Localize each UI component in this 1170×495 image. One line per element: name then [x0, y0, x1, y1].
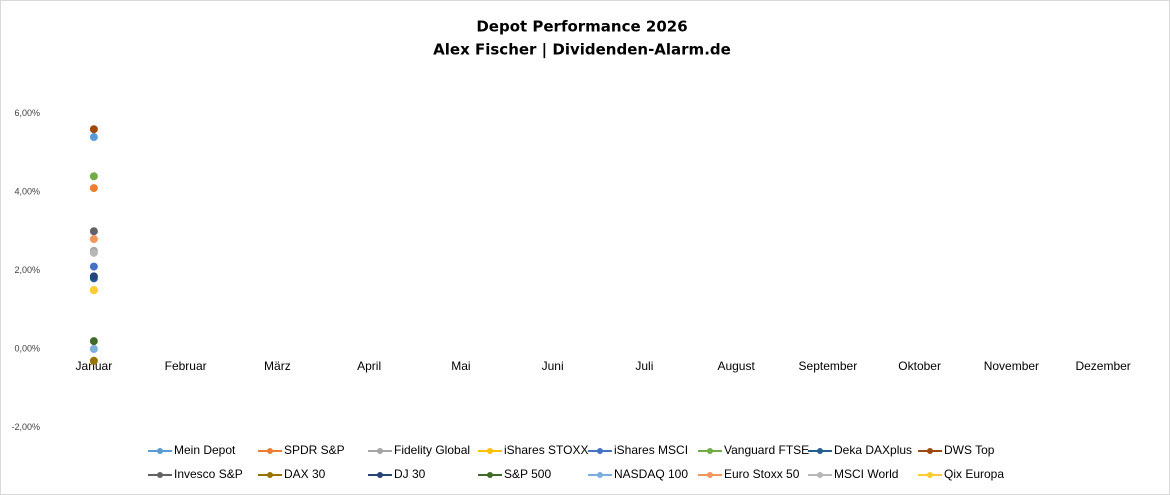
- legend-marker: [597, 448, 603, 454]
- chart-subtitle: Alex Fischer | Dividenden-Alarm.de: [433, 41, 731, 60]
- data-marker: [89, 356, 98, 365]
- legend-marker: [707, 448, 713, 454]
- legend-label: iShares STOXX: [504, 443, 588, 457]
- legend-marker: [817, 472, 823, 478]
- data-marker: [89, 133, 98, 142]
- legend-marker: [927, 472, 933, 478]
- x-tick-label: Oktober: [898, 359, 941, 373]
- x-tick-label: Juli: [635, 359, 653, 373]
- legend-marker: [927, 448, 933, 454]
- legend-label: DWS Top: [944, 443, 995, 457]
- legend-label: Fidelity Global: [394, 443, 470, 457]
- legend-label: Qix Europa: [944, 467, 1004, 481]
- x-tick-label: September: [799, 359, 858, 373]
- data-marker: [89, 184, 98, 193]
- legend-label: SPDR S&P: [284, 443, 345, 457]
- x-tick-label: Januar: [76, 359, 113, 373]
- data-marker: [89, 345, 98, 353]
- x-tick-label: August: [717, 359, 755, 373]
- data-marker: [89, 262, 98, 271]
- legend-marker: [157, 472, 163, 478]
- legend-marker: [377, 472, 383, 478]
- y-tick-label: -2,00%: [11, 422, 40, 432]
- data-marker: [89, 227, 98, 236]
- data-marker: [89, 125, 98, 134]
- legend-label: Euro Stoxx 50: [724, 467, 800, 481]
- x-tick-label: Mai: [451, 359, 470, 373]
- legend-marker: [377, 448, 383, 454]
- data-marker: [89, 248, 98, 257]
- legend-label: Mein Depot: [174, 443, 236, 457]
- data-marker: [89, 235, 98, 244]
- data-marker: [89, 286, 98, 295]
- data-marker: [89, 337, 98, 346]
- y-tick-label: 2,00%: [14, 265, 40, 275]
- x-tick-label: November: [984, 359, 1039, 373]
- legend-label: S&P 500: [504, 467, 551, 481]
- x-tick-label: April: [357, 359, 381, 373]
- x-tick-label: Februar: [165, 359, 207, 373]
- legend-marker: [487, 472, 493, 478]
- legend-marker: [157, 448, 163, 454]
- x-tick-label: Dezember: [1075, 359, 1130, 373]
- y-tick-label: 6,00%: [14, 108, 40, 118]
- legend-marker: [267, 448, 273, 454]
- legend-label: DJ 30: [394, 467, 426, 481]
- legend-label: Invesco S&P: [174, 467, 243, 481]
- legend-marker: [597, 472, 603, 478]
- legend-marker: [267, 472, 273, 478]
- x-tick-label: Juni: [542, 359, 564, 373]
- legend-label: MSCI World: [834, 467, 898, 481]
- legend-marker: [817, 448, 823, 454]
- data-marker: [89, 272, 98, 281]
- x-tick-label: März: [264, 359, 291, 373]
- y-tick-label: 0,00%: [14, 343, 40, 353]
- legend-label: DAX 30: [284, 467, 326, 481]
- legend-marker: [707, 472, 713, 478]
- data-marker: [89, 172, 98, 181]
- legend-marker: [487, 448, 493, 454]
- legend-label: NASDAQ 100: [614, 467, 688, 481]
- legend-label: Vanguard FTSE: [724, 443, 809, 457]
- legend-label: iShares MSCI: [614, 443, 688, 457]
- chart-title: Depot Performance 2026: [476, 18, 687, 36]
- legend-label: Deka DAXplus: [834, 443, 912, 457]
- y-tick-label: 4,00%: [14, 186, 40, 196]
